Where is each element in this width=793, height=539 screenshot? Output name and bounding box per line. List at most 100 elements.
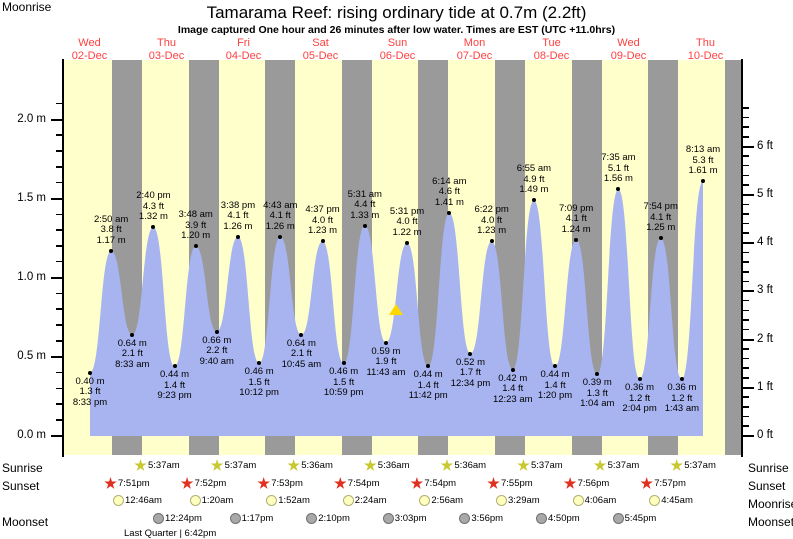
sunset-item: 7:52pm xyxy=(180,477,227,490)
moonrise-circle-icon xyxy=(496,495,507,506)
tide-extreme-label: 7:54 pm 4.1 ft 1.25 m xyxy=(623,202,699,234)
night-band xyxy=(724,60,742,455)
sunset-row-label-right: Sunset xyxy=(748,479,786,493)
extreme-ft: 4.6 ft xyxy=(438,186,460,198)
left-axis-tick-label: 1.5 m xyxy=(17,191,46,204)
sunset-row-label-left: Sunset xyxy=(2,479,40,493)
moonset-item: 1:17pm xyxy=(229,513,274,524)
left-axis-major-tick xyxy=(51,118,62,121)
day-date: 10-Dec xyxy=(687,50,724,62)
extreme-ft: 3.9 ft xyxy=(185,219,207,231)
left-axis-minor-tick xyxy=(56,134,62,136)
right-axis-minor-tick xyxy=(743,425,749,427)
day-of-week: Wed xyxy=(78,37,101,49)
right-axis-minor-tick xyxy=(743,222,749,225)
extreme-ft: 1.5 ft xyxy=(248,376,270,388)
extreme-ft: 1.9 ft xyxy=(375,356,397,368)
extreme-time: 8:33 am xyxy=(115,358,150,370)
extreme-time: 5:31 pm xyxy=(389,205,425,217)
moonrise-row-label-left: Moonrise xyxy=(2,0,52,14)
tide-extreme-dot xyxy=(679,377,684,382)
tide-extreme-dot xyxy=(299,332,304,337)
tide-extreme-dot xyxy=(447,210,452,215)
sunset-item: 7:57pm xyxy=(640,477,686,490)
extreme-time: 3:48 am xyxy=(178,209,213,221)
sunrise-item: 5:36am xyxy=(440,459,486,472)
left-axis-tick-label: 0.0 m xyxy=(17,429,46,441)
moonrise-item: 12:46am xyxy=(113,495,162,506)
right-axis-minor-tick xyxy=(743,367,749,369)
moonrise-circle-icon xyxy=(189,495,201,506)
day-of-week: Tue xyxy=(542,37,561,49)
right-axis-minor-tick xyxy=(743,136,749,138)
extreme-time: 9:40 am xyxy=(199,355,234,367)
right-axis-tick-label: 5 ft xyxy=(757,187,773,200)
right-axis-minor-tick xyxy=(743,328,749,331)
right-axis-tick-label: 6 ft xyxy=(757,139,773,152)
day-header-10-dec: Thu 10-Dec xyxy=(667,37,744,63)
sunrise-time: 5:36am xyxy=(377,460,410,471)
tide-extreme-dot xyxy=(278,234,283,239)
left-axis-minor-tick xyxy=(56,387,62,390)
moonset-time: 2:10pm xyxy=(318,513,350,524)
sunset-time: 7:52pm xyxy=(194,478,227,489)
moonset-time: 5:45pm xyxy=(624,513,657,524)
extreme-time: 2:04 pm xyxy=(622,403,657,415)
tide-extreme-label: 0.42 m 1.4 ft 12:23 am xyxy=(475,373,551,406)
day-date: 06-Dec xyxy=(379,50,416,62)
sunrise-item: 5:37am xyxy=(210,459,256,472)
tide-extreme-label: 0.39 m 1.3 ft 1:04 am xyxy=(559,378,635,410)
moonset-time: 4:50pm xyxy=(548,513,580,524)
extreme-ft: 4.1 ft xyxy=(565,213,587,225)
right-axis-minor-tick xyxy=(743,174,749,177)
extreme-m: 0.39 m xyxy=(582,377,612,389)
right-axis-tick-label: 2 ft xyxy=(757,332,773,345)
right-axis-major-tick xyxy=(743,338,754,341)
moonrise-time: 2:56am xyxy=(431,495,464,506)
day-header-08-dec: Tue 08-Dec xyxy=(513,37,590,63)
tide-extreme-label: 4:37 pm 4.0 ft 1.23 m xyxy=(285,205,361,237)
moonrise-time: 2:24am xyxy=(354,495,387,506)
sunrise-item: 5:36am xyxy=(287,459,333,472)
day-date: 07-Dec xyxy=(456,50,493,62)
right-axis-minor-tick xyxy=(743,271,749,273)
sunrise-item: 5:36am xyxy=(364,459,410,472)
sunset-star-icon xyxy=(334,477,347,489)
tide-extreme-dot xyxy=(574,237,579,242)
sunrise-star-icon xyxy=(440,459,454,471)
day-of-week: Thu xyxy=(157,37,176,49)
sunrise-star-icon xyxy=(287,459,300,471)
extreme-m: 1.26 m xyxy=(223,220,253,232)
moonrise-circle-icon xyxy=(113,495,124,506)
extreme-m: 0.44 m xyxy=(413,369,443,381)
extreme-time: 10:59 pm xyxy=(323,387,364,399)
day-date: 02-Dec xyxy=(71,50,108,62)
left-axis-minor-tick xyxy=(56,166,62,168)
tide-extreme-dot xyxy=(172,364,177,369)
extreme-ft: 4.0 ft xyxy=(396,216,418,228)
left-axis-major-tick xyxy=(51,435,62,437)
moonset-time: 1:17pm xyxy=(241,513,274,524)
tide-extreme-dot xyxy=(109,248,114,253)
sunrise-time: 5:37am xyxy=(684,460,716,471)
moonrise-circle-icon xyxy=(419,495,431,506)
right-axis-major-tick xyxy=(743,145,754,148)
extreme-time: 7:54 pm xyxy=(643,201,678,213)
right-axis-minor-tick xyxy=(743,348,749,350)
extreme-ft: 4.4 ft xyxy=(354,199,376,211)
extreme-time: 6:14 am xyxy=(432,175,467,187)
extreme-ft: 1.5 ft xyxy=(333,376,355,388)
extreme-ft: 4.0 ft xyxy=(481,214,503,226)
right-axis-minor-tick xyxy=(743,396,749,398)
tide-extreme-label: 3:48 am 3.9 ft 1.20 m xyxy=(158,209,234,242)
tide-extreme-dot xyxy=(362,223,367,228)
right-axis xyxy=(741,59,743,457)
sunset-item: 7:53pm xyxy=(257,477,303,490)
left-axis-minor-tick xyxy=(56,308,62,310)
extreme-time: 1:20 pm xyxy=(537,390,573,402)
left-axis-minor-tick xyxy=(56,213,62,216)
moonrise-row-label-right: Moonrise xyxy=(748,497,793,511)
right-axis-minor-tick xyxy=(743,406,749,408)
moonrise-item: 1:20am xyxy=(189,495,233,506)
moonset-item: 4:50pm xyxy=(536,513,580,524)
